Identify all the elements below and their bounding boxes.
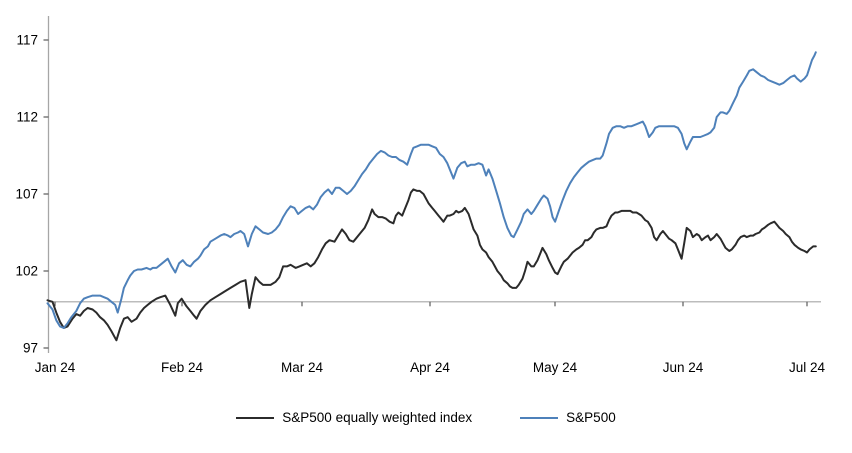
series-lines [46, 51, 817, 342]
axis-labels: 97 102 107 112 117 Jan 24 Feb 24 Mar 24 Apr 24 Ma… [15, 33, 825, 376]
x-axis-tick-label: Mar 24 [281, 360, 324, 375]
legend-line-swatch-sp500 [520, 416, 559, 419]
y-axis-tick-label: 107 [15, 187, 38, 202]
legend-label-equal-weight: S&P500 equally weighted index [282, 410, 473, 425]
series-line-equal-weight [46, 188, 817, 342]
legend-label-sp500: S&P500 [566, 410, 616, 425]
x-axis-tick-label: Jul 24 [789, 360, 826, 375]
y-axis-tick-label: 97 [23, 341, 38, 356]
x-axis-tick-label: Jan 24 [35, 360, 76, 375]
y-axis-tick-label: 112 [16, 110, 38, 125]
axes [43, 16, 808, 353]
legend-item-equal-weight: S&P500 equally weighted index [236, 410, 472, 425]
x-axis-tick-label: Feb 24 [161, 360, 204, 375]
legend: S&P500 equally weighted index S&P500 [0, 410, 852, 425]
series-line-sp500 [46, 51, 817, 329]
legend-item-sp500: S&P500 [520, 410, 616, 425]
x-axis-tick-label: May 24 [533, 360, 578, 375]
y-axis-tick-label: 117 [16, 33, 38, 48]
x-axis-tick-label: Jun 24 [663, 360, 704, 375]
x-axis-tick-label: Apr 24 [410, 360, 450, 375]
y-axis-tick-label: 102 [15, 264, 38, 279]
legend-line-swatch-equal-weight [236, 416, 275, 419]
